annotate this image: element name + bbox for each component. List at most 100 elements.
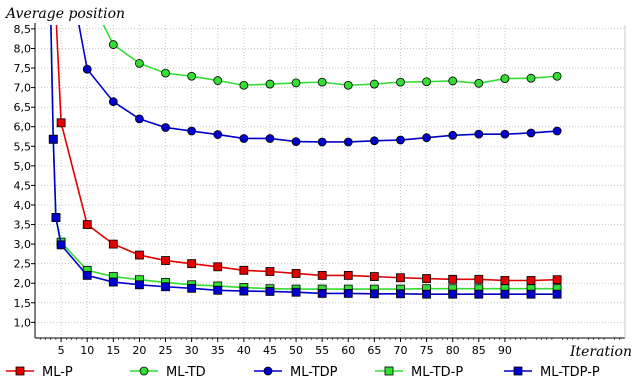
x-tick-label: 30 [185, 344, 199, 357]
data-point [474, 274, 484, 284]
y-tick-label: 4,0 [14, 199, 32, 212]
data-point [526, 73, 536, 83]
data-point [474, 129, 484, 139]
data-point [82, 64, 92, 74]
data-point [448, 76, 458, 86]
data-point [500, 129, 510, 139]
plot-area: 1,0 1,5 2,0 2,5 3,0 3,5 4,0 4,5 5,0 5,5 6,0 6,5 7,0 7… [14, 23, 626, 357]
data-point [239, 134, 249, 143]
data-point [108, 40, 118, 49]
series-ml-td [102, 25, 562, 90]
data-point [422, 77, 431, 87]
data-point [108, 277, 118, 287]
x-tick-label: 80 [446, 344, 460, 357]
y-tick-label: 8,5 [14, 23, 32, 36]
data-point [161, 123, 170, 132]
y-tick-label: 1,0 [14, 316, 32, 329]
data-point [317, 270, 327, 280]
x-tick-label: 5 [58, 344, 65, 357]
series-line [55, 25, 558, 282]
x-tick-label: 75 [420, 344, 434, 357]
x-tick-label: 25 [159, 344, 173, 357]
data-point [317, 137, 327, 147]
data-point [135, 58, 144, 68]
legend-item: ML-TD-P [375, 365, 463, 380]
data-point [213, 130, 223, 139]
series-group [48, 25, 562, 299]
series-ml-td-p [48, 25, 562, 294]
data-point [396, 273, 405, 283]
y-tick-label: 6,5 [14, 101, 32, 114]
data-point [422, 274, 431, 283]
legend-label: ML-TD [166, 365, 206, 380]
data-point [239, 286, 249, 296]
x-tick-label: 20 [132, 344, 146, 357]
data-point [291, 287, 301, 297]
y-tick-label: 4,5 [14, 179, 32, 192]
data-point [135, 280, 144, 290]
y-tick-label: 8,0 [14, 42, 32, 55]
data-point [108, 97, 118, 107]
y-tick-label: 2,5 [14, 258, 32, 271]
data-point [161, 256, 170, 265]
x-tick-label: 45 [263, 344, 277, 357]
data-point [448, 274, 458, 284]
data-point [500, 289, 510, 299]
data-point [526, 128, 536, 138]
x-tick-label: 50 [289, 344, 303, 357]
data-point [500, 74, 510, 84]
data-point [474, 289, 484, 299]
data-point [422, 289, 431, 299]
data-point [552, 126, 562, 136]
data-point [135, 114, 144, 124]
data-point [265, 79, 275, 89]
data-point [187, 71, 197, 81]
y-tick-label: 3,5 [14, 219, 32, 232]
legend-item: ML-TDP [254, 365, 338, 380]
y-tick-label: 7,5 [14, 62, 32, 75]
series-line [78, 25, 558, 143]
legend-marker [513, 366, 523, 376]
data-point [448, 289, 458, 299]
data-point [51, 213, 61, 222]
data-point [135, 250, 144, 260]
x-tick-label: 10 [80, 344, 94, 357]
data-point [161, 68, 170, 78]
x-tick-label: 35 [211, 344, 225, 357]
x-tick-label: 90 [498, 344, 512, 357]
data-point [265, 267, 275, 276]
data-point [369, 79, 379, 89]
x-axis-title: Iteration [569, 344, 632, 360]
legend-marker [263, 366, 273, 376]
legend-item: ML-P [6, 365, 73, 380]
legend: ML-P ML-TD ML-TDP ML-TD-P ML-TDP-P [6, 365, 600, 380]
x-tick-label: 15 [106, 344, 120, 357]
data-point [82, 220, 92, 229]
x-tick-label: 40 [237, 344, 251, 357]
y-tick-label: 5,5 [14, 140, 32, 153]
data-point [396, 135, 405, 145]
legend-label: ML-TDP [290, 365, 338, 380]
x-tick-label: 70 [393, 344, 407, 357]
data-point [291, 137, 301, 146]
data-point [448, 130, 458, 140]
data-point [396, 289, 405, 299]
data-point [56, 240, 66, 250]
legend-label: ML-TD-P [411, 365, 463, 380]
x-tick-label: 65 [367, 344, 381, 357]
data-point [213, 285, 223, 295]
data-point [265, 134, 275, 143]
data-point [343, 270, 353, 280]
data-point [187, 126, 197, 136]
x-tick-label: 55 [315, 344, 329, 357]
data-point [422, 133, 431, 143]
data-point [291, 269, 301, 278]
data-point [552, 289, 562, 299]
data-point [526, 276, 536, 285]
legend-marker [15, 366, 25, 376]
data-point [239, 265, 249, 275]
data-point [343, 288, 353, 298]
data-point [187, 259, 197, 269]
legend-item: ML-TD [130, 365, 206, 380]
